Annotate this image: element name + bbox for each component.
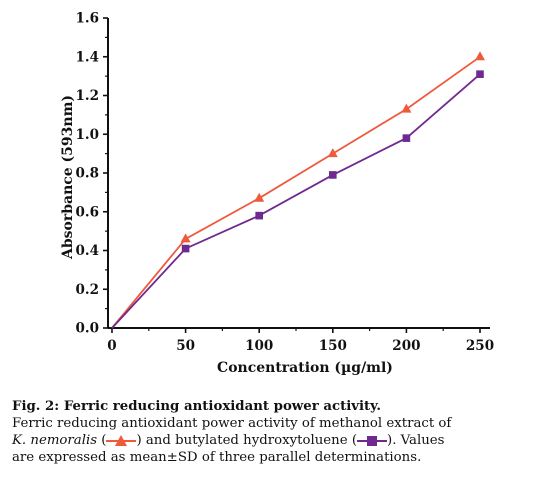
x-tick-label: 200 <box>392 338 420 354</box>
x-axis-title: Concentration (µg/ml) <box>217 360 393 376</box>
series-markers <box>180 51 485 253</box>
series-lines <box>111 56 481 329</box>
caption-species-name: K. nemoralis <box>12 433 98 448</box>
y-axis-ticks: 0.0 0.2 0.4 0.6 0.8 1.0 1.2 1.4 1.6 <box>76 11 108 337</box>
square-marker-icon <box>367 435 378 446</box>
x-axis-ticks: 0 50 100 150 200 250 <box>107 328 494 354</box>
x-tick-label: 250 <box>466 338 494 354</box>
caption-bht-text: ) and butylated hydroxytoluene ( <box>136 433 358 448</box>
square-data-point <box>476 70 484 78</box>
caption-body-part1: Ferric reducing antioxidant power activi… <box>12 416 452 431</box>
y-tick-label: 1.0 <box>76 127 100 143</box>
square-data-point <box>255 211 263 220</box>
x-tick-label: 100 <box>245 338 273 354</box>
series-line-1 <box>111 56 481 329</box>
square-data-point <box>402 134 411 142</box>
y-tick-label: 0.8 <box>76 166 100 182</box>
triangle-data-point <box>401 103 412 113</box>
x-tick-label: 50 <box>176 338 195 354</box>
triangle-marker-icon <box>115 434 128 446</box>
y-tick-label: 0.6 <box>76 204 100 220</box>
caption-body: Ferric reducing antioxidant power activi… <box>12 415 546 466</box>
y-tick-label: 0.0 <box>76 321 100 337</box>
triangle-data-point <box>254 192 265 202</box>
caption-values-text: ). Values <box>387 433 445 448</box>
triangle-data-point <box>475 51 485 61</box>
y-tick-label: 1.6 <box>76 11 100 27</box>
square-data-point <box>329 171 337 179</box>
y-tick-label: 0.2 <box>76 282 100 298</box>
y-axis-title: Absorbance (593nm) <box>60 95 76 260</box>
legend-square-symbol <box>357 435 388 447</box>
x-tick-label: 0 <box>107 338 116 354</box>
y-tick-label: 0.4 <box>76 243 100 259</box>
figure-caption: Fig. 2: Ferric reducing antioxidant powe… <box>12 398 546 466</box>
triangle-data-point <box>180 233 191 243</box>
y-tick-label: 1.4 <box>76 49 100 65</box>
line-chart: 0.0 0.2 0.4 0.6 0.8 1.0 1.2 1.4 1.6 0 50 100 150 200… <box>60 11 494 377</box>
triangle-data-point <box>327 148 338 158</box>
series-line-2 <box>111 73 481 329</box>
chart-axes <box>107 18 490 329</box>
legend-triangle-symbol <box>106 434 137 447</box>
caption-paren-open: ( <box>97 433 107 448</box>
x-tick-label: 150 <box>319 338 347 354</box>
caption-body-part2: are expressed as mean±SD of three parall… <box>12 450 422 465</box>
y-tick-label: 1.2 <box>76 88 100 104</box>
caption-title: Fig. 2: Ferric reducing antioxidant powe… <box>12 399 382 414</box>
square-data-point <box>181 244 190 253</box>
